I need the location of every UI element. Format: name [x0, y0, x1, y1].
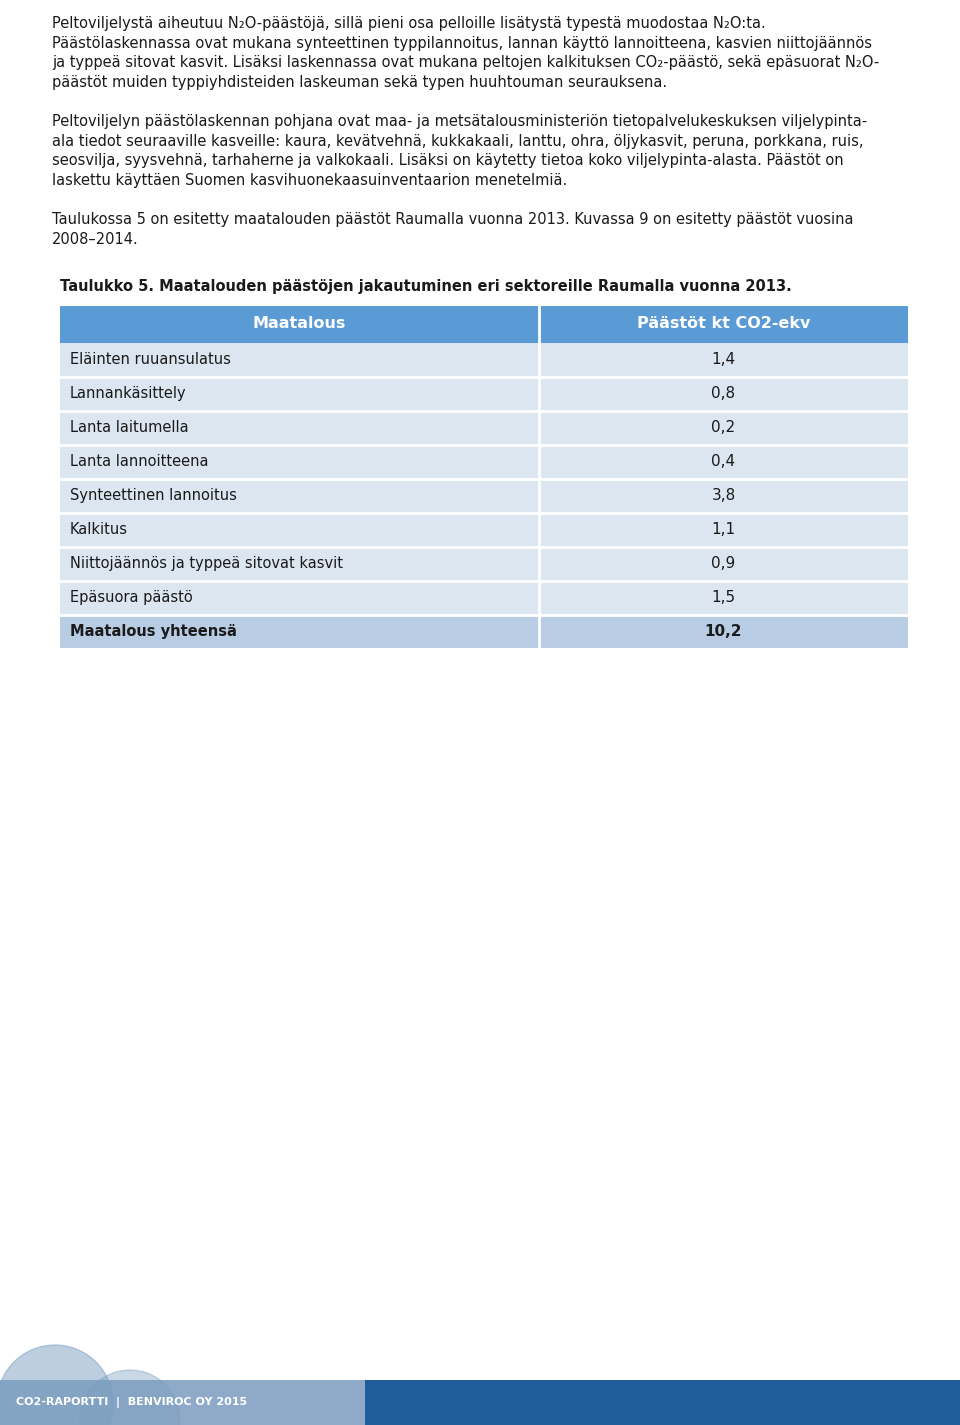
Bar — [60, 614, 908, 648]
Text: 1,4: 1,4 — [711, 352, 735, 368]
Text: Maatalous: Maatalous — [252, 316, 347, 331]
Bar — [0, 1379, 395, 1425]
Text: 1,1: 1,1 — [711, 522, 735, 537]
Text: 10,2: 10,2 — [705, 624, 742, 638]
Text: 3,8: 3,8 — [711, 487, 735, 503]
Text: seosvilja, syysvehnä, tarhaherne ja valkokaali. Lisäksi on käytetty tietoa koko : seosvilja, syysvehnä, tarhaherne ja valk… — [52, 152, 844, 168]
Text: 0,4: 0,4 — [711, 455, 735, 469]
Text: laskettu käyttäen Suomen kasvihuonekaasuinventaarion menetelmiä.: laskettu käyttäen Suomen kasvihuonekaasu… — [52, 172, 567, 188]
Bar — [60, 376, 908, 410]
Text: Epäsuora päästö: Epäsuora päästö — [70, 590, 193, 606]
Text: CO2-RAPORTTI  |  BENVIROC OY 2015: CO2-RAPORTTI | BENVIROC OY 2015 — [16, 1396, 247, 1408]
Bar — [60, 580, 908, 614]
Text: 0,2: 0,2 — [711, 420, 735, 435]
Text: Päästölaskennassa ovat mukana synteettinen typpilannoitus, lannan käyttö lannoit: Päästölaskennassa ovat mukana synteettin… — [52, 36, 872, 50]
Text: Taulukko 5. Maatalouden päästöjen jakautuminen eri sektoreille Raumalla vuonna 2: Taulukko 5. Maatalouden päästöjen jakaut… — [60, 279, 792, 294]
Text: 17: 17 — [900, 1388, 942, 1416]
Bar — [60, 305, 908, 342]
Text: Peltoviljelystä aiheutuu N₂O-päästöjä, sillä pieni osa pelloille lisätystä types: Peltoviljelystä aiheutuu N₂O-päästöjä, s… — [52, 16, 766, 31]
Bar — [60, 513, 908, 547]
Circle shape — [80, 1369, 180, 1425]
Circle shape — [0, 1345, 113, 1425]
Text: Lanta laitumella: Lanta laitumella — [70, 420, 188, 435]
Text: 2008–2014.: 2008–2014. — [52, 231, 139, 247]
Text: ja typpeä sitovat kasvit. Lisäksi laskennassa ovat mukana peltojen kalkituksen C: ja typpeä sitovat kasvit. Lisäksi lasken… — [52, 56, 879, 70]
Bar — [365, 1379, 960, 1425]
Text: Eläinten ruuansulatus: Eläinten ruuansulatus — [70, 352, 230, 368]
Text: ala tiedot seuraaville kasveille: kaura, kevätvehnä, kukkakaali, lanttu, ohra, ö: ala tiedot seuraaville kasveille: kaura,… — [52, 134, 863, 148]
Bar — [60, 479, 908, 513]
Text: päästöt muiden typpiyhdisteiden laskeuman sekä typen huuhtouman seurauksena.: päästöt muiden typpiyhdisteiden laskeuma… — [52, 74, 667, 90]
Text: Peltoviljelyn päästölaskennan pohjana ovat maa- ja metsätalousministeriön tietop: Peltoviljelyn päästölaskennan pohjana ov… — [52, 114, 867, 130]
Text: Kalkitus: Kalkitus — [70, 522, 128, 537]
Text: 0,8: 0,8 — [711, 386, 735, 400]
Text: Lanta lannoitteena: Lanta lannoitteena — [70, 455, 208, 469]
Text: Lannankäsittely: Lannankäsittely — [70, 386, 186, 400]
Text: 1,5: 1,5 — [711, 590, 735, 606]
Text: Niittojäännös ja typpeä sitovat kasvit: Niittojäännös ja typpeä sitovat kasvit — [70, 556, 343, 571]
Text: Päästöt kt CO2-ekv: Päästöt kt CO2-ekv — [636, 316, 810, 331]
Bar — [60, 547, 908, 580]
Text: Maatalous yhteensä: Maatalous yhteensä — [70, 624, 237, 638]
Text: Synteettinen lannoitus: Synteettinen lannoitus — [70, 487, 237, 503]
Bar — [60, 342, 908, 376]
Bar — [60, 410, 908, 445]
Text: 0,9: 0,9 — [711, 556, 735, 571]
Bar — [60, 445, 908, 479]
Text: Taulukossa 5 on esitetty maatalouden päästöt Raumalla vuonna 2013. Kuvassa 9 on : Taulukossa 5 on esitetty maatalouden pää… — [52, 212, 853, 227]
